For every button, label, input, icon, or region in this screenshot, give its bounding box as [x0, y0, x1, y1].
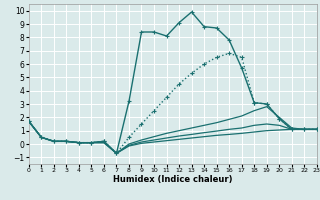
X-axis label: Humidex (Indice chaleur): Humidex (Indice chaleur): [113, 175, 233, 184]
